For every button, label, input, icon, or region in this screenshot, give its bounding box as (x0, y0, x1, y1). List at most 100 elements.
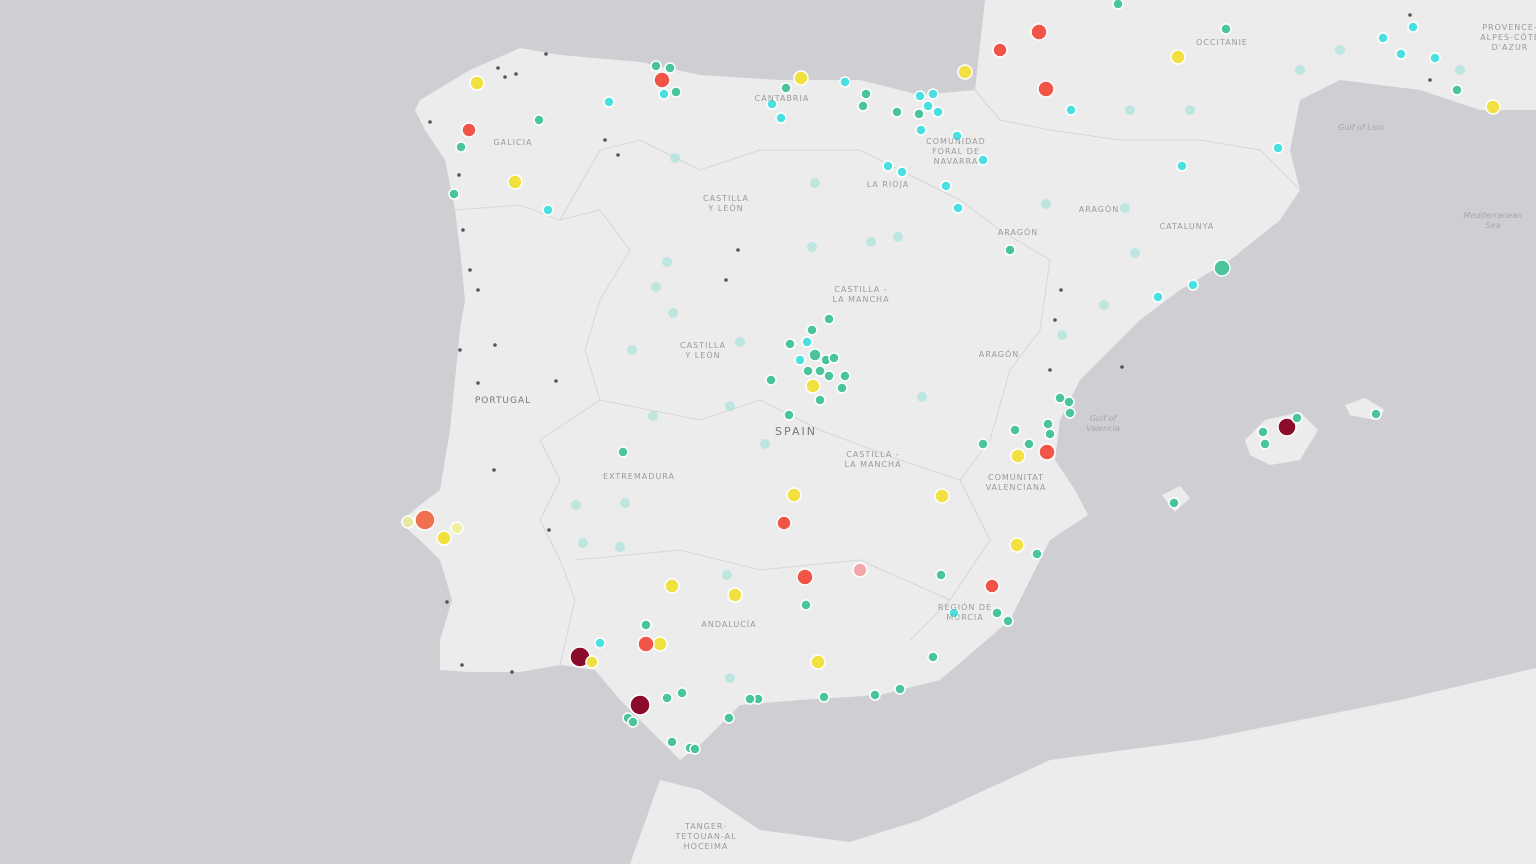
marker-faint (1099, 300, 1109, 310)
city-dot (476, 288, 480, 292)
marker (664, 62, 676, 74)
marker-faint (571, 500, 581, 510)
marker (977, 438, 989, 450)
marker (533, 114, 545, 126)
region-label: MURCIA (946, 613, 983, 622)
marker (828, 352, 840, 364)
marker (801, 336, 813, 348)
marker (823, 370, 835, 382)
region-label: Y LEÓN (707, 202, 743, 213)
marker (414, 509, 436, 531)
marker (984, 578, 1000, 594)
marker (810, 654, 826, 670)
city-dot (514, 72, 518, 76)
region-label: Gulf of Lion (1338, 123, 1384, 132)
region-label: OCCITANIE (1196, 38, 1248, 47)
marker-faint (662, 257, 672, 267)
marker (661, 692, 673, 704)
city-dot (547, 528, 551, 532)
city-dot (445, 600, 449, 604)
region-label: EXTREMADURA (603, 472, 675, 481)
marker (766, 98, 778, 110)
marker (652, 636, 668, 652)
marker (932, 106, 944, 118)
marker-faint (615, 542, 625, 552)
marker (676, 687, 688, 699)
marker (1485, 99, 1501, 115)
marker (594, 637, 606, 649)
marker (915, 124, 927, 136)
marker (640, 619, 652, 631)
marker (786, 487, 802, 503)
marker-faint (648, 411, 658, 421)
land-africa (630, 668, 1536, 864)
marker (658, 88, 670, 100)
marker (783, 409, 795, 421)
city-dot (457, 173, 461, 177)
marker (1170, 49, 1186, 65)
city-dot (616, 153, 620, 157)
marker (776, 515, 792, 531)
region-label: GALICIA (494, 138, 533, 147)
marker (617, 446, 629, 458)
marker (1176, 160, 1188, 172)
region-label: D'AZUR (1492, 43, 1529, 52)
region-label: VALENCIANA (986, 483, 1047, 492)
marker (914, 90, 926, 102)
city-dot (1120, 365, 1124, 369)
city-dot (468, 268, 472, 272)
city-dot (1048, 368, 1052, 372)
marker (814, 365, 826, 377)
marker (927, 88, 939, 100)
marker (585, 655, 599, 669)
region-label: LA RIOJA (867, 180, 910, 189)
region-label: NAVARRA (934, 157, 979, 166)
marker-faint (725, 401, 735, 411)
marker (839, 76, 851, 88)
marker-faint (1125, 105, 1135, 115)
marker (852, 562, 868, 578)
land-mallorca (1245, 412, 1318, 465)
region-label: CANTABRIA (755, 94, 810, 103)
marker (802, 365, 814, 377)
marker (653, 71, 671, 89)
marker (603, 96, 615, 108)
marker (1257, 426, 1269, 438)
marker (957, 64, 973, 80)
city-dot (736, 248, 740, 252)
city-dot (460, 663, 464, 667)
marker (1023, 438, 1035, 450)
marker-faint (1335, 45, 1345, 55)
city-dot (554, 379, 558, 383)
marker (1277, 417, 1297, 437)
marker (1152, 291, 1164, 303)
marker (1064, 407, 1076, 419)
borders (454, 89, 1301, 666)
marker (793, 70, 809, 86)
marker (1030, 23, 1048, 41)
city-dot (428, 120, 432, 124)
marker (775, 112, 787, 124)
marker (1259, 438, 1271, 450)
region-label: CASTILLA (703, 194, 749, 203)
marker (1112, 0, 1124, 10)
marker (1009, 424, 1021, 436)
marker-faint (668, 308, 678, 318)
marker-faint (810, 178, 820, 188)
region-label: TETOUAN-AL (674, 832, 736, 841)
region-label: CASTILLA (680, 341, 726, 350)
marker (455, 141, 467, 153)
city-dot (1053, 318, 1057, 322)
region-label: SPAIN (775, 425, 817, 438)
city-dot (1428, 78, 1432, 82)
marker (469, 75, 485, 91)
region-label: TANGER- (684, 822, 727, 831)
region-label: COMUNITAT (988, 473, 1044, 482)
marker (913, 108, 925, 120)
marker (1213, 259, 1231, 277)
region-label: Valencia (1086, 424, 1120, 433)
city-dot (493, 343, 497, 347)
marker-faint (1120, 203, 1130, 213)
city-dot (544, 52, 548, 56)
